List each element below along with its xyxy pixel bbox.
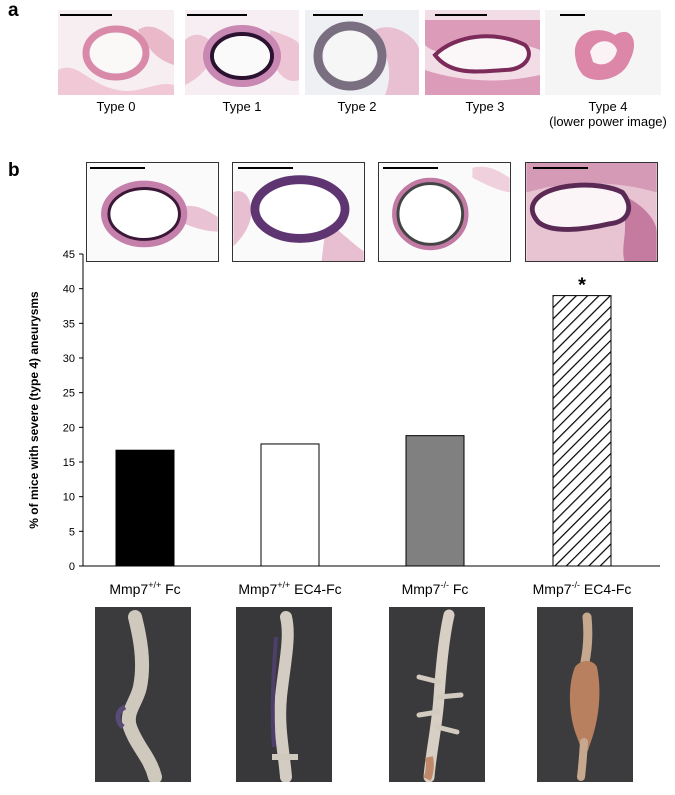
aorta-photo-group3 <box>389 607 485 782</box>
category-label-3: Mmp7-/- Fc <box>402 580 469 597</box>
y-axis-label: % of mice with severe (type 4) aneurysms <box>27 291 41 529</box>
type4-label: Type 4 <box>588 99 628 114</box>
y-tick-label: 15 <box>63 457 75 469</box>
scale-bar <box>60 14 112 16</box>
histology-group3-image <box>378 162 511 262</box>
aorta-photo-group4 <box>537 607 633 782</box>
histology-group1-image <box>86 162 219 262</box>
panel-a-letter: a <box>8 0 19 21</box>
type0-label: Type 0 <box>96 99 136 114</box>
type4-note: (lower power image) <box>549 114 667 129</box>
category-label-2: Mmp7+/+ EC4-Fc <box>238 580 341 597</box>
scale-bar <box>560 14 585 16</box>
histology-type3-image <box>425 10 540 95</box>
scale-bar <box>435 14 487 16</box>
histology-type2-image <box>305 10 419 95</box>
type2-label: Type 2 <box>337 99 377 114</box>
significance-asterisk: * <box>578 275 586 297</box>
category-label-1: Mmp7+/+ Fc <box>109 580 180 597</box>
bar-3 <box>405 435 465 567</box>
aorta-photo-group2 <box>236 607 332 782</box>
aorta-photo-group1 <box>95 607 191 782</box>
scale-bar <box>383 167 438 169</box>
category-label-4: Mmp7-/- EC4-Fc <box>533 580 632 597</box>
y-tick-label: 10 <box>63 492 75 504</box>
histology-type4-image <box>545 10 661 95</box>
scale-bar <box>533 167 588 169</box>
y-tick-label: 30 <box>63 353 75 365</box>
y-tick-label: 5 <box>69 526 75 538</box>
scale-bar <box>187 14 247 16</box>
y-tick-label: 40 <box>63 284 75 296</box>
histology-type0-image <box>58 10 174 95</box>
type3-label: Type 3 <box>465 99 505 114</box>
histology-group2-image <box>232 162 365 262</box>
scale-bar <box>238 167 293 169</box>
histology-group4-image <box>525 162 658 262</box>
bar-4 <box>552 295 612 567</box>
panel-b-letter: b <box>8 160 20 181</box>
y-tick-label: 45 <box>63 249 75 261</box>
bar-2 <box>260 443 320 567</box>
scale-bar <box>90 167 145 169</box>
y-tick-label: 20 <box>63 422 75 434</box>
type1-label: Type 1 <box>222 99 262 114</box>
y-tick-label: 0 <box>69 561 75 573</box>
y-tick-label: 25 <box>63 388 75 400</box>
y-tick-label: 35 <box>63 318 75 330</box>
bar-1 <box>115 449 175 567</box>
histology-type1-image <box>185 10 299 95</box>
scale-bar <box>313 14 363 16</box>
